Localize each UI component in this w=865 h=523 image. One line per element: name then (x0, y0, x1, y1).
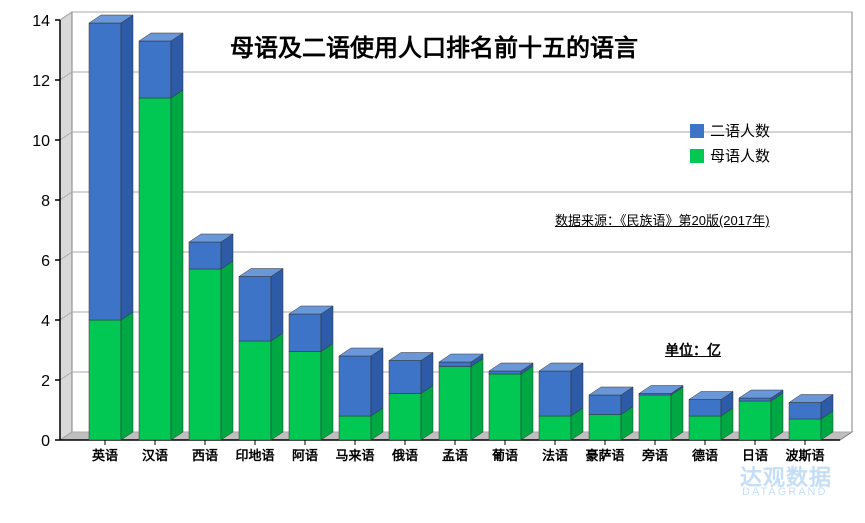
chart-title: 母语及二语使用人口排名前十五的语言 (230, 28, 638, 63)
svg-text:西语: 西语 (192, 448, 218, 463)
svg-text:12: 12 (32, 73, 50, 90)
legend-item-native: 母语人数 (690, 145, 770, 166)
svg-text:俄语: 俄语 (391, 448, 418, 463)
legend-swatch-second (690, 124, 704, 138)
svg-text:德语: 德语 (692, 448, 718, 463)
svg-text:8: 8 (41, 193, 50, 210)
legend: 二语人数 母语人数 (690, 120, 770, 170)
legend-label-second: 二语人数 (710, 120, 770, 141)
legend-swatch-native (690, 149, 704, 163)
legend-label-native: 母语人数 (710, 145, 770, 166)
data-source-label: 数据来源：《民族语》第20版(2017年) (555, 210, 770, 229)
svg-text:汉语: 汉语 (142, 448, 168, 463)
svg-text:印地语: 印地语 (235, 448, 274, 463)
svg-text:英语: 英语 (91, 448, 118, 463)
svg-text:10: 10 (32, 133, 50, 150)
svg-text:孟语: 孟语 (442, 448, 468, 463)
svg-text:2: 2 (41, 373, 50, 390)
svg-text:旁语: 旁语 (641, 448, 668, 463)
language-chart: 0 2 4 6 8 10 12 14 英语 汉语 西语 印地语 阿语 马来语 俄语 孟语 葡语 法语 豪萨语 旁语 德语… (0, 0, 865, 518)
svg-text:豪萨语: 豪萨语 (585, 448, 624, 463)
legend-item-second: 二语人数 (690, 120, 770, 141)
unit-label: 单位：亿 (665, 340, 721, 360)
svg-text:14: 14 (32, 13, 50, 30)
svg-text:葡语: 葡语 (491, 448, 518, 463)
svg-text:马来语: 马来语 (335, 448, 374, 463)
svg-text:阿语: 阿语 (292, 448, 318, 463)
svg-text:6: 6 (41, 253, 50, 270)
svg-text:4: 4 (41, 313, 50, 330)
svg-text:法语: 法语 (542, 448, 568, 463)
watermark-subtext: DATAGRAND (742, 486, 827, 498)
chart-svg: 0 2 4 6 8 10 12 14 英语 汉语 西语 印地语 阿语 马来语 俄语 孟语 葡语 法语 豪萨语 旁语 德语… (0, 0, 865, 518)
svg-text:0: 0 (41, 433, 50, 450)
